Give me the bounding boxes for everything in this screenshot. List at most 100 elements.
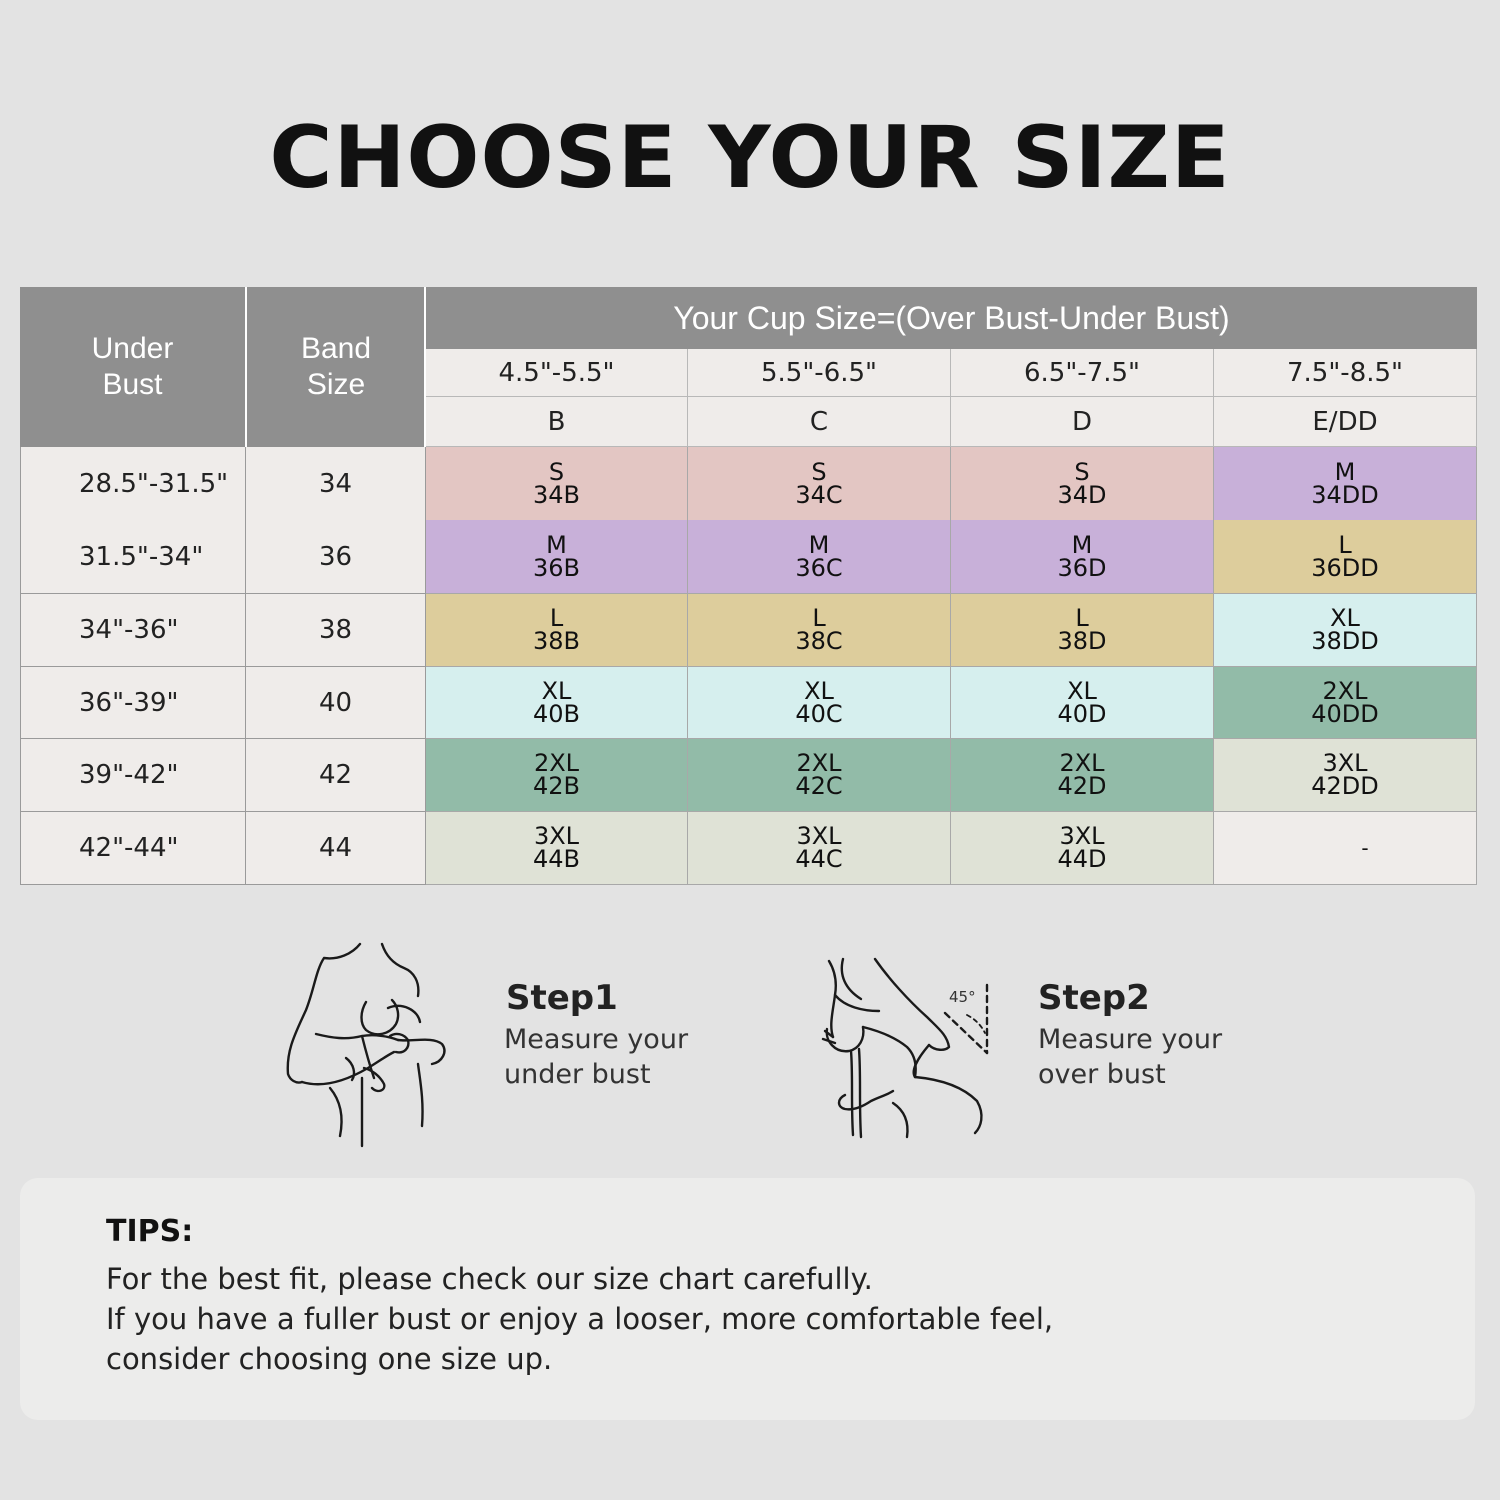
cup-size-title: Your Cup Size=(Over Bust-Under Bust): [426, 287, 1477, 349]
bra-size-label: 42DD: [1311, 772, 1379, 800]
bra-size-label: 34C: [795, 480, 843, 509]
size-label: 2XL: [1322, 676, 1368, 705]
size-label: S: [548, 457, 565, 486]
size-label: XL: [1067, 676, 1097, 705]
cup-letter-header: D: [951, 397, 1214, 447]
bra-size-label: 36D: [1057, 553, 1107, 582]
size-cell: 3XL 44D: [951, 812, 1214, 885]
size-cell: L 38C: [688, 594, 951, 667]
band-size-cell: 34: [246, 447, 426, 521]
under-bust-cell: 28.5"-31.5": [20, 447, 246, 521]
size-cell: L 38D: [951, 594, 1214, 667]
bra-size-label: 36C: [795, 553, 843, 582]
size-label: M: [808, 530, 830, 559]
bra-size-label: 42D: [1057, 772, 1107, 800]
header-under-bust-line1: Under: [91, 332, 174, 365]
size-label: -: [1361, 835, 1369, 860]
band-size-cell: 40: [246, 667, 426, 739]
size-cell: 2XL 42B: [426, 739, 688, 812]
band-size-cell: 38: [246, 594, 426, 667]
size-label: 2XL: [1059, 749, 1105, 777]
bra-size-label: 44D: [1057, 845, 1107, 873]
cup-range-header: 6.5"-7.5": [951, 349, 1214, 397]
cup-letter-header: B: [426, 397, 688, 447]
size-cell: M 36D: [951, 520, 1214, 594]
bra-size-label: 34B: [532, 480, 580, 509]
size-cell: M 36B: [426, 520, 688, 594]
header-under-bust-line2: Bust: [102, 368, 163, 401]
size-label: L: [812, 604, 826, 632]
bra-size-label: 38DD: [1311, 627, 1379, 655]
size-cell: L 36DD: [1214, 520, 1477, 594]
size-cell: -: [1214, 812, 1477, 885]
bra-size-label: 40D: [1057, 699, 1107, 728]
step2-title: Step2: [1038, 978, 1150, 1018]
bra-size-label: 38B: [532, 627, 580, 655]
bra-size-label: 34DD: [1311, 480, 1379, 509]
bra-size-label: 38C: [795, 627, 843, 655]
bra-size-label: 34D: [1057, 480, 1107, 509]
size-cell: M 36C: [688, 520, 951, 594]
size-cell: 2XL 40DD: [1214, 667, 1477, 739]
size-cell: 3XL 42DD: [1214, 739, 1477, 812]
under-bust-cell: 39"-42": [20, 739, 246, 812]
under-bust-cell: 34"-36": [20, 594, 246, 667]
step1-description-line1: Measure your: [504, 1024, 689, 1055]
size-label: XL: [1330, 604, 1360, 632]
cup-letter-header: C: [688, 397, 951, 447]
angle-label: 45°: [949, 988, 976, 1006]
size-label: L: [1075, 604, 1089, 632]
size-label: L: [1338, 530, 1352, 559]
size-cell: 2XL 42C: [688, 739, 951, 812]
size-cell: XL 40D: [951, 667, 1214, 739]
cup-range-header: 7.5"-8.5": [1214, 349, 1477, 397]
size-cell: 3XL 44B: [426, 812, 688, 885]
size-cell: XL 40B: [426, 667, 688, 739]
bra-size-label: 40B: [532, 699, 580, 728]
step2-description-line2: over bust: [1038, 1059, 1166, 1090]
under-bust-cell: 31.5"-34": [20, 520, 246, 594]
bra-size-label: 40C: [795, 699, 843, 728]
size-label: XL: [804, 676, 834, 705]
bra-size-label: 36DD: [1311, 553, 1379, 582]
size-cell: XL 40C: [688, 667, 951, 739]
size-label: 3XL: [533, 822, 580, 850]
header-band-size: Band Size: [247, 287, 425, 447]
bra-size-label: 40DD: [1311, 699, 1379, 728]
step2-description: Measure your over bust: [1038, 1022, 1222, 1092]
header-under-bust: Under Bust: [20, 287, 245, 447]
bra-size-label: 38D: [1057, 627, 1107, 655]
under-bust-cell: 36"-39": [20, 667, 246, 739]
bra-size-label: 42C: [795, 772, 843, 800]
tips-line-1: For the best fit, please check our size …: [106, 1262, 873, 1296]
header-divider: [424, 287, 426, 447]
size-chart-table: Under Bust Band Size Your Cup Size=(Over…: [20, 287, 1477, 885]
size-label: 2XL: [533, 749, 580, 777]
size-label: M: [1071, 530, 1093, 559]
size-label: S: [811, 457, 827, 486]
under-bust-cell: 42"-44": [20, 812, 246, 885]
step1-title: Step1: [506, 978, 618, 1018]
cup-range-header: 4.5"-5.5": [426, 349, 688, 397]
band-size-cell: 36: [246, 520, 426, 594]
size-cell: 2XL 42D: [951, 739, 1214, 812]
size-label: M: [546, 530, 567, 559]
size-label: S: [1074, 457, 1090, 486]
tips-panel: TIPS: For the best fit, please check our…: [20, 1178, 1475, 1420]
size-cell: S 34D: [951, 447, 1214, 521]
step1-description-line2: under bust: [504, 1059, 651, 1090]
size-label: 3XL: [1322, 749, 1368, 777]
step2-description-line1: Measure your: [1038, 1024, 1223, 1055]
size-label: 3XL: [796, 822, 842, 850]
header-band-size-line2: Size: [306, 368, 366, 401]
size-label: XL: [541, 676, 572, 705]
size-label: 2XL: [796, 749, 842, 777]
band-size-cell: 42: [246, 739, 426, 812]
tips-title: TIPS:: [106, 1214, 194, 1249]
size-cell: L 38B: [426, 594, 688, 667]
bra-size-label: 44C: [795, 845, 843, 873]
size-cell: S 34C: [688, 447, 951, 521]
page-title: CHOOSE YOUR SIZE: [269, 108, 1231, 208]
size-label: 3XL: [1059, 822, 1105, 850]
tips-line-2: If you have a fuller bust or enjoy a loo…: [106, 1302, 1054, 1336]
